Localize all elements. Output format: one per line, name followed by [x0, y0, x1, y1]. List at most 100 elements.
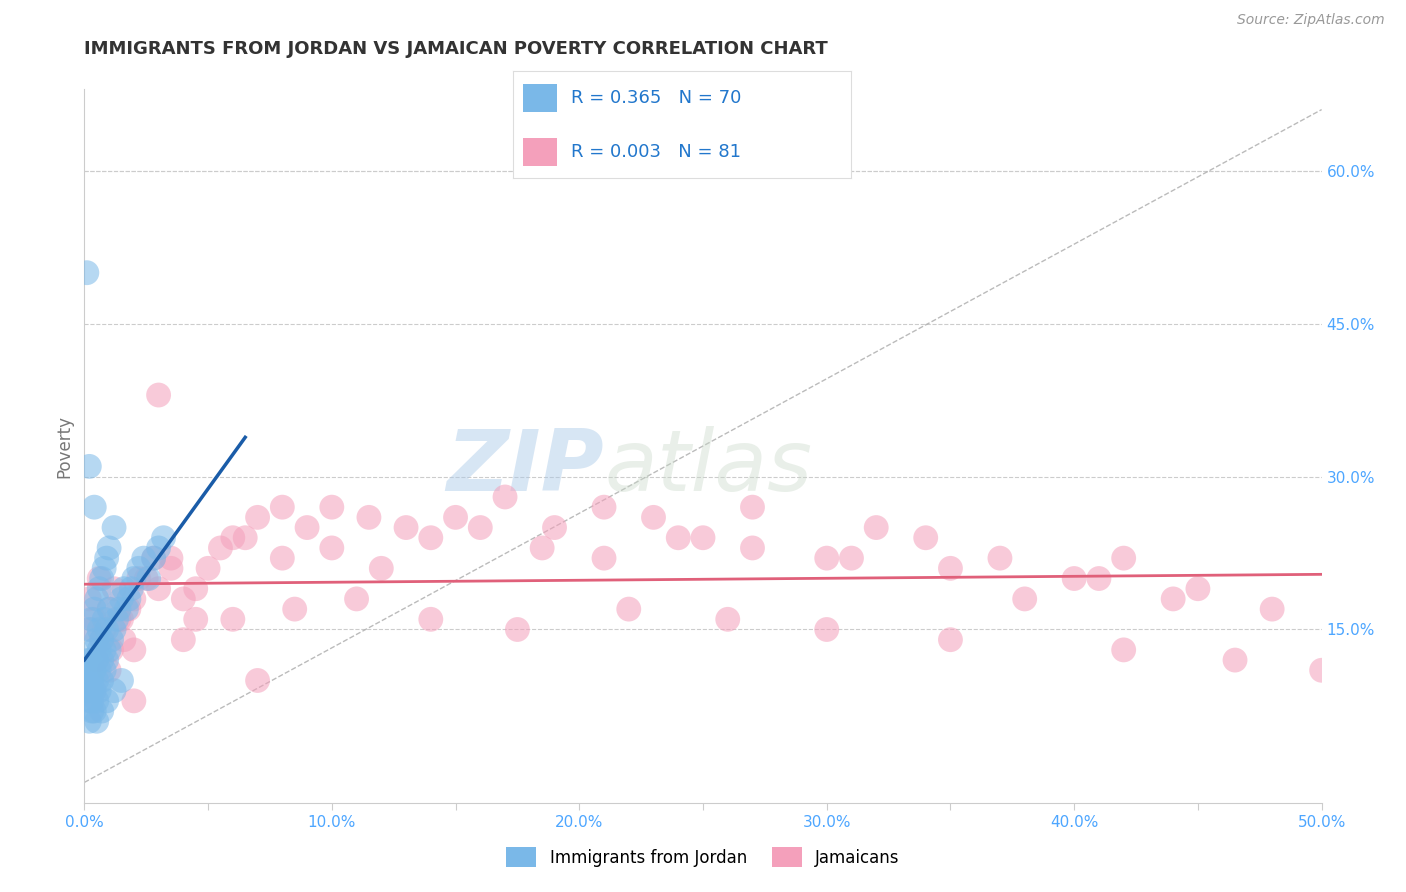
Point — [98, 663, 121, 677]
Point — [83, 602, 105, 616]
Point — [346, 591, 368, 606]
Point — [86, 694, 108, 708]
Point — [80, 623, 103, 637]
Point — [83, 683, 105, 698]
Point — [79, 653, 101, 667]
Point — [79, 591, 101, 606]
Point — [79, 673, 101, 688]
Point — [506, 623, 529, 637]
Point — [939, 632, 962, 647]
Point — [93, 561, 115, 575]
Point — [98, 602, 121, 616]
Point — [132, 551, 155, 566]
Point — [105, 612, 128, 626]
Point — [128, 572, 150, 586]
Point — [666, 531, 689, 545]
Point — [89, 643, 111, 657]
Point — [233, 531, 256, 545]
Text: R = 0.003   N = 81: R = 0.003 N = 81 — [571, 143, 741, 161]
Point — [321, 541, 343, 555]
Point — [271, 500, 294, 515]
Point — [444, 510, 467, 524]
Point — [108, 602, 131, 616]
Point — [80, 694, 103, 708]
Point — [184, 612, 207, 626]
Point — [357, 510, 380, 524]
Point — [110, 612, 132, 626]
Point — [90, 673, 112, 688]
Point — [1187, 582, 1209, 596]
Point — [209, 541, 232, 555]
Point — [741, 541, 763, 555]
Point — [184, 582, 207, 596]
Point — [841, 551, 863, 566]
Point — [118, 602, 141, 616]
Point — [93, 623, 115, 637]
Point — [80, 704, 103, 718]
Point — [112, 582, 135, 596]
Text: IMMIGRANTS FROM JORDAN VS JAMAICAN POVERTY CORRELATION CHART: IMMIGRANTS FROM JORDAN VS JAMAICAN POVER… — [84, 40, 828, 58]
Point — [86, 653, 108, 667]
Point — [96, 694, 118, 708]
Point — [692, 531, 714, 545]
Point — [160, 561, 183, 575]
Point — [172, 632, 194, 647]
Point — [939, 561, 962, 575]
Point — [80, 653, 103, 667]
Point — [86, 591, 108, 606]
Point — [222, 612, 245, 626]
Point — [172, 591, 194, 606]
Point — [83, 643, 105, 657]
Point — [1261, 602, 1284, 616]
Point — [76, 683, 98, 698]
Point — [284, 602, 307, 616]
Point — [815, 623, 838, 637]
Point — [98, 541, 121, 555]
Point — [76, 266, 98, 280]
Point — [470, 520, 492, 534]
Point — [122, 643, 145, 657]
Point — [120, 582, 142, 596]
Point — [93, 612, 115, 626]
Y-axis label: Poverty: Poverty — [55, 415, 73, 477]
Point — [89, 582, 111, 596]
Point — [83, 663, 105, 677]
Point — [96, 551, 118, 566]
Point — [122, 572, 145, 586]
Point — [103, 683, 125, 698]
Point — [152, 531, 174, 545]
Point — [271, 551, 294, 566]
Point — [100, 643, 122, 657]
Point — [593, 500, 616, 515]
Point — [98, 602, 121, 616]
Point — [246, 510, 269, 524]
Point — [197, 561, 219, 575]
Point — [1112, 551, 1135, 566]
Point — [86, 673, 108, 688]
Point — [128, 561, 150, 575]
Point — [83, 500, 105, 515]
Point — [90, 704, 112, 718]
Point — [138, 572, 160, 586]
Point — [110, 591, 132, 606]
Text: Source: ZipAtlas.com: Source: ZipAtlas.com — [1237, 13, 1385, 28]
Point — [295, 520, 318, 534]
Point — [741, 500, 763, 515]
Point — [83, 704, 105, 718]
Point — [96, 623, 118, 637]
Point — [79, 694, 101, 708]
Point — [1088, 572, 1111, 586]
Point — [80, 683, 103, 698]
Point — [83, 612, 105, 626]
Point — [494, 490, 516, 504]
Point — [79, 683, 101, 698]
Point — [1063, 572, 1085, 586]
Point — [419, 531, 441, 545]
Point — [1310, 663, 1333, 677]
Point — [531, 541, 554, 555]
Point — [103, 582, 125, 596]
Point — [76, 663, 98, 677]
Point — [643, 510, 665, 524]
Point — [988, 551, 1011, 566]
Point — [89, 623, 111, 637]
